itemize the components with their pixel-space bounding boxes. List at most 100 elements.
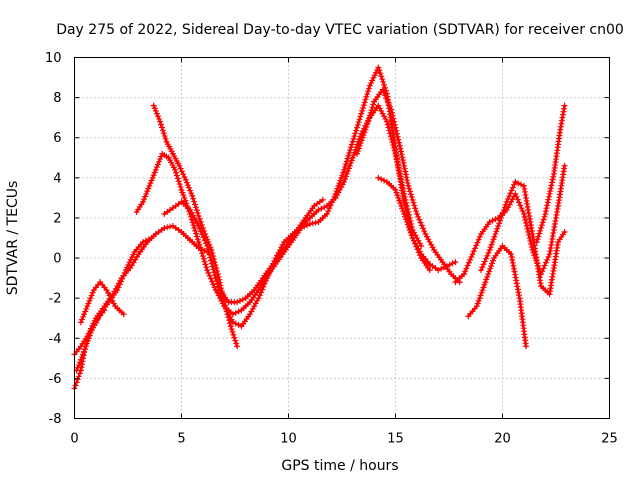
data-point bbox=[477, 292, 484, 299]
data-point bbox=[404, 221, 411, 228]
data-point bbox=[158, 124, 165, 131]
data-point bbox=[400, 159, 407, 166]
data-point bbox=[391, 147, 398, 154]
data-point bbox=[526, 235, 533, 241]
y-tick-label: 8 bbox=[53, 91, 61, 106]
data-point bbox=[381, 113, 388, 120]
data-point bbox=[199, 253, 206, 260]
data-point bbox=[341, 166, 348, 173]
data-point bbox=[201, 237, 208, 244]
x-tick-label: 20 bbox=[494, 432, 511, 447]
data-point bbox=[488, 241, 495, 248]
data-point bbox=[496, 220, 503, 227]
data-point bbox=[197, 218, 204, 225]
data-point bbox=[425, 236, 432, 243]
data-point bbox=[146, 182, 153, 189]
data-point bbox=[185, 184, 192, 191]
data-point bbox=[192, 217, 199, 224]
series-line bbox=[454, 164, 566, 284]
data-point bbox=[149, 174, 156, 181]
data-point bbox=[227, 313, 234, 320]
data-point bbox=[309, 220, 316, 227]
data-point bbox=[199, 231, 206, 238]
data-point bbox=[346, 162, 353, 169]
data-point bbox=[150, 172, 157, 179]
data-point bbox=[194, 210, 201, 217]
data-point bbox=[376, 67, 383, 74]
data-point bbox=[107, 295, 114, 302]
data-point bbox=[365, 88, 372, 95]
data-point bbox=[368, 79, 375, 86]
y-tick-label: 2 bbox=[53, 211, 61, 226]
data-point bbox=[359, 105, 366, 112]
data-point bbox=[343, 170, 350, 177]
data-point bbox=[409, 196, 416, 203]
data-point bbox=[236, 297, 243, 304]
data-point bbox=[246, 311, 253, 318]
data-point bbox=[414, 246, 421, 253]
data-point bbox=[87, 329, 94, 336]
data-point bbox=[74, 376, 81, 383]
data-point bbox=[232, 337, 239, 344]
data-point bbox=[157, 156, 164, 163]
data-point bbox=[353, 150, 360, 157]
data-point bbox=[362, 126, 369, 133]
data-point bbox=[399, 205, 406, 212]
data-point bbox=[547, 188, 554, 195]
x-tick-label: 5 bbox=[177, 432, 185, 447]
data-point bbox=[428, 241, 435, 248]
data-point bbox=[234, 343, 241, 350]
data-point bbox=[401, 190, 408, 197]
data-point bbox=[391, 121, 398, 128]
data-point bbox=[354, 121, 361, 128]
data-point bbox=[405, 208, 412, 215]
series-arc-10 bbox=[375, 174, 433, 274]
data-point bbox=[161, 133, 168, 140]
x-tick-label: 25 bbox=[601, 432, 618, 447]
data-point bbox=[514, 286, 521, 293]
data-point bbox=[399, 182, 406, 189]
data-point bbox=[398, 151, 405, 158]
data-point bbox=[336, 180, 343, 187]
data-point bbox=[525, 228, 532, 235]
data-point bbox=[257, 289, 264, 296]
data-point bbox=[534, 236, 541, 243]
data-point bbox=[372, 69, 379, 76]
data-point bbox=[349, 154, 356, 161]
data-point bbox=[199, 224, 206, 231]
data-point bbox=[489, 217, 496, 224]
data-point bbox=[380, 79, 387, 86]
data-point bbox=[158, 121, 165, 128]
data-point bbox=[124, 264, 131, 271]
data-point bbox=[492, 230, 499, 237]
data-point bbox=[485, 249, 492, 256]
data-point bbox=[369, 77, 376, 84]
data-point bbox=[339, 172, 346, 179]
data-point bbox=[180, 171, 187, 178]
data-point bbox=[219, 297, 226, 304]
data-point bbox=[256, 292, 263, 299]
data-point bbox=[195, 212, 202, 219]
data-point bbox=[335, 182, 342, 189]
data-point bbox=[379, 86, 386, 93]
data-point bbox=[500, 206, 507, 213]
data-point bbox=[348, 141, 355, 148]
data-point bbox=[345, 152, 352, 159]
data-point bbox=[544, 256, 551, 263]
data-point bbox=[473, 303, 480, 310]
data-point bbox=[153, 110, 160, 117]
data-point bbox=[388, 106, 395, 113]
data-point bbox=[178, 168, 185, 175]
data-point bbox=[476, 233, 483, 240]
data-point bbox=[413, 243, 420, 250]
x-axis-label: GPS time / hours bbox=[281, 458, 398, 474]
data-point bbox=[191, 201, 198, 208]
data-point bbox=[175, 178, 182, 185]
x-tick-label: 15 bbox=[387, 432, 404, 447]
data-point bbox=[209, 278, 216, 285]
data-point bbox=[449, 260, 456, 267]
data-point bbox=[493, 228, 500, 235]
data-point bbox=[195, 239, 202, 246]
data-point bbox=[512, 178, 519, 185]
data-point bbox=[396, 139, 403, 146]
